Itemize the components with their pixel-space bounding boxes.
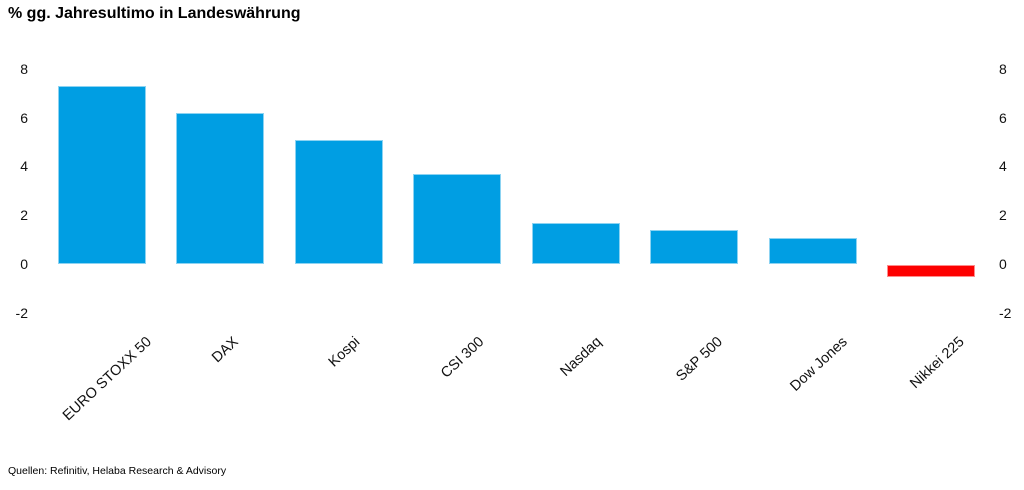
- bar-kospi: [294, 140, 383, 265]
- x-label-euro-stoxx-50: EURO STOXX 50: [59, 334, 155, 425]
- x-label-s-p-500: S&P 500: [673, 334, 727, 385]
- y-tick-right-4: 4: [999, 158, 1007, 175]
- x-label-dax: DAX: [209, 334, 242, 367]
- x-label-csi-300: CSI 300: [437, 334, 488, 382]
- x-label-nasdaq: Nasdaq: [557, 334, 605, 380]
- y-tick-left-minus2: -2: [15, 304, 28, 321]
- bar-nasdaq: [531, 223, 620, 265]
- y-tick-right-6: 6: [999, 109, 1007, 126]
- y-tick-right-0: 0: [999, 256, 1007, 272]
- y-tick-left-8: 8: [20, 60, 28, 77]
- y-tick-right-2: 2: [999, 207, 1007, 224]
- y-tick-left-0: 0: [20, 256, 28, 272]
- x-label-kospi: Kospi: [325, 334, 363, 371]
- bar-nikkei-225: [887, 264, 976, 277]
- y-tick-left-6: 6: [20, 109, 28, 126]
- x-label-nikkei-225: Nikkei 225: [906, 334, 968, 392]
- bar-euro-stoxx-50: [57, 86, 146, 265]
- y-tick-right-8: 8: [999, 60, 1007, 77]
- x-label-dow-jones: Dow Jones: [786, 334, 851, 395]
- y-tick-left-2: 2: [20, 207, 28, 224]
- chart-title: % gg. Jahresultimo in Landeswährung: [8, 5, 301, 22]
- y-tick-left-4: 4: [20, 158, 28, 175]
- y-tick-right-minus2: -2: [999, 304, 1012, 321]
- bar-csi-300: [413, 174, 502, 265]
- bar-s-p-500: [650, 230, 739, 265]
- bar-dax: [176, 113, 265, 265]
- bar-dow-jones: [768, 237, 857, 265]
- source-note: Quellen: Refinitiv, Helaba Research & Ad…: [8, 465, 227, 477]
